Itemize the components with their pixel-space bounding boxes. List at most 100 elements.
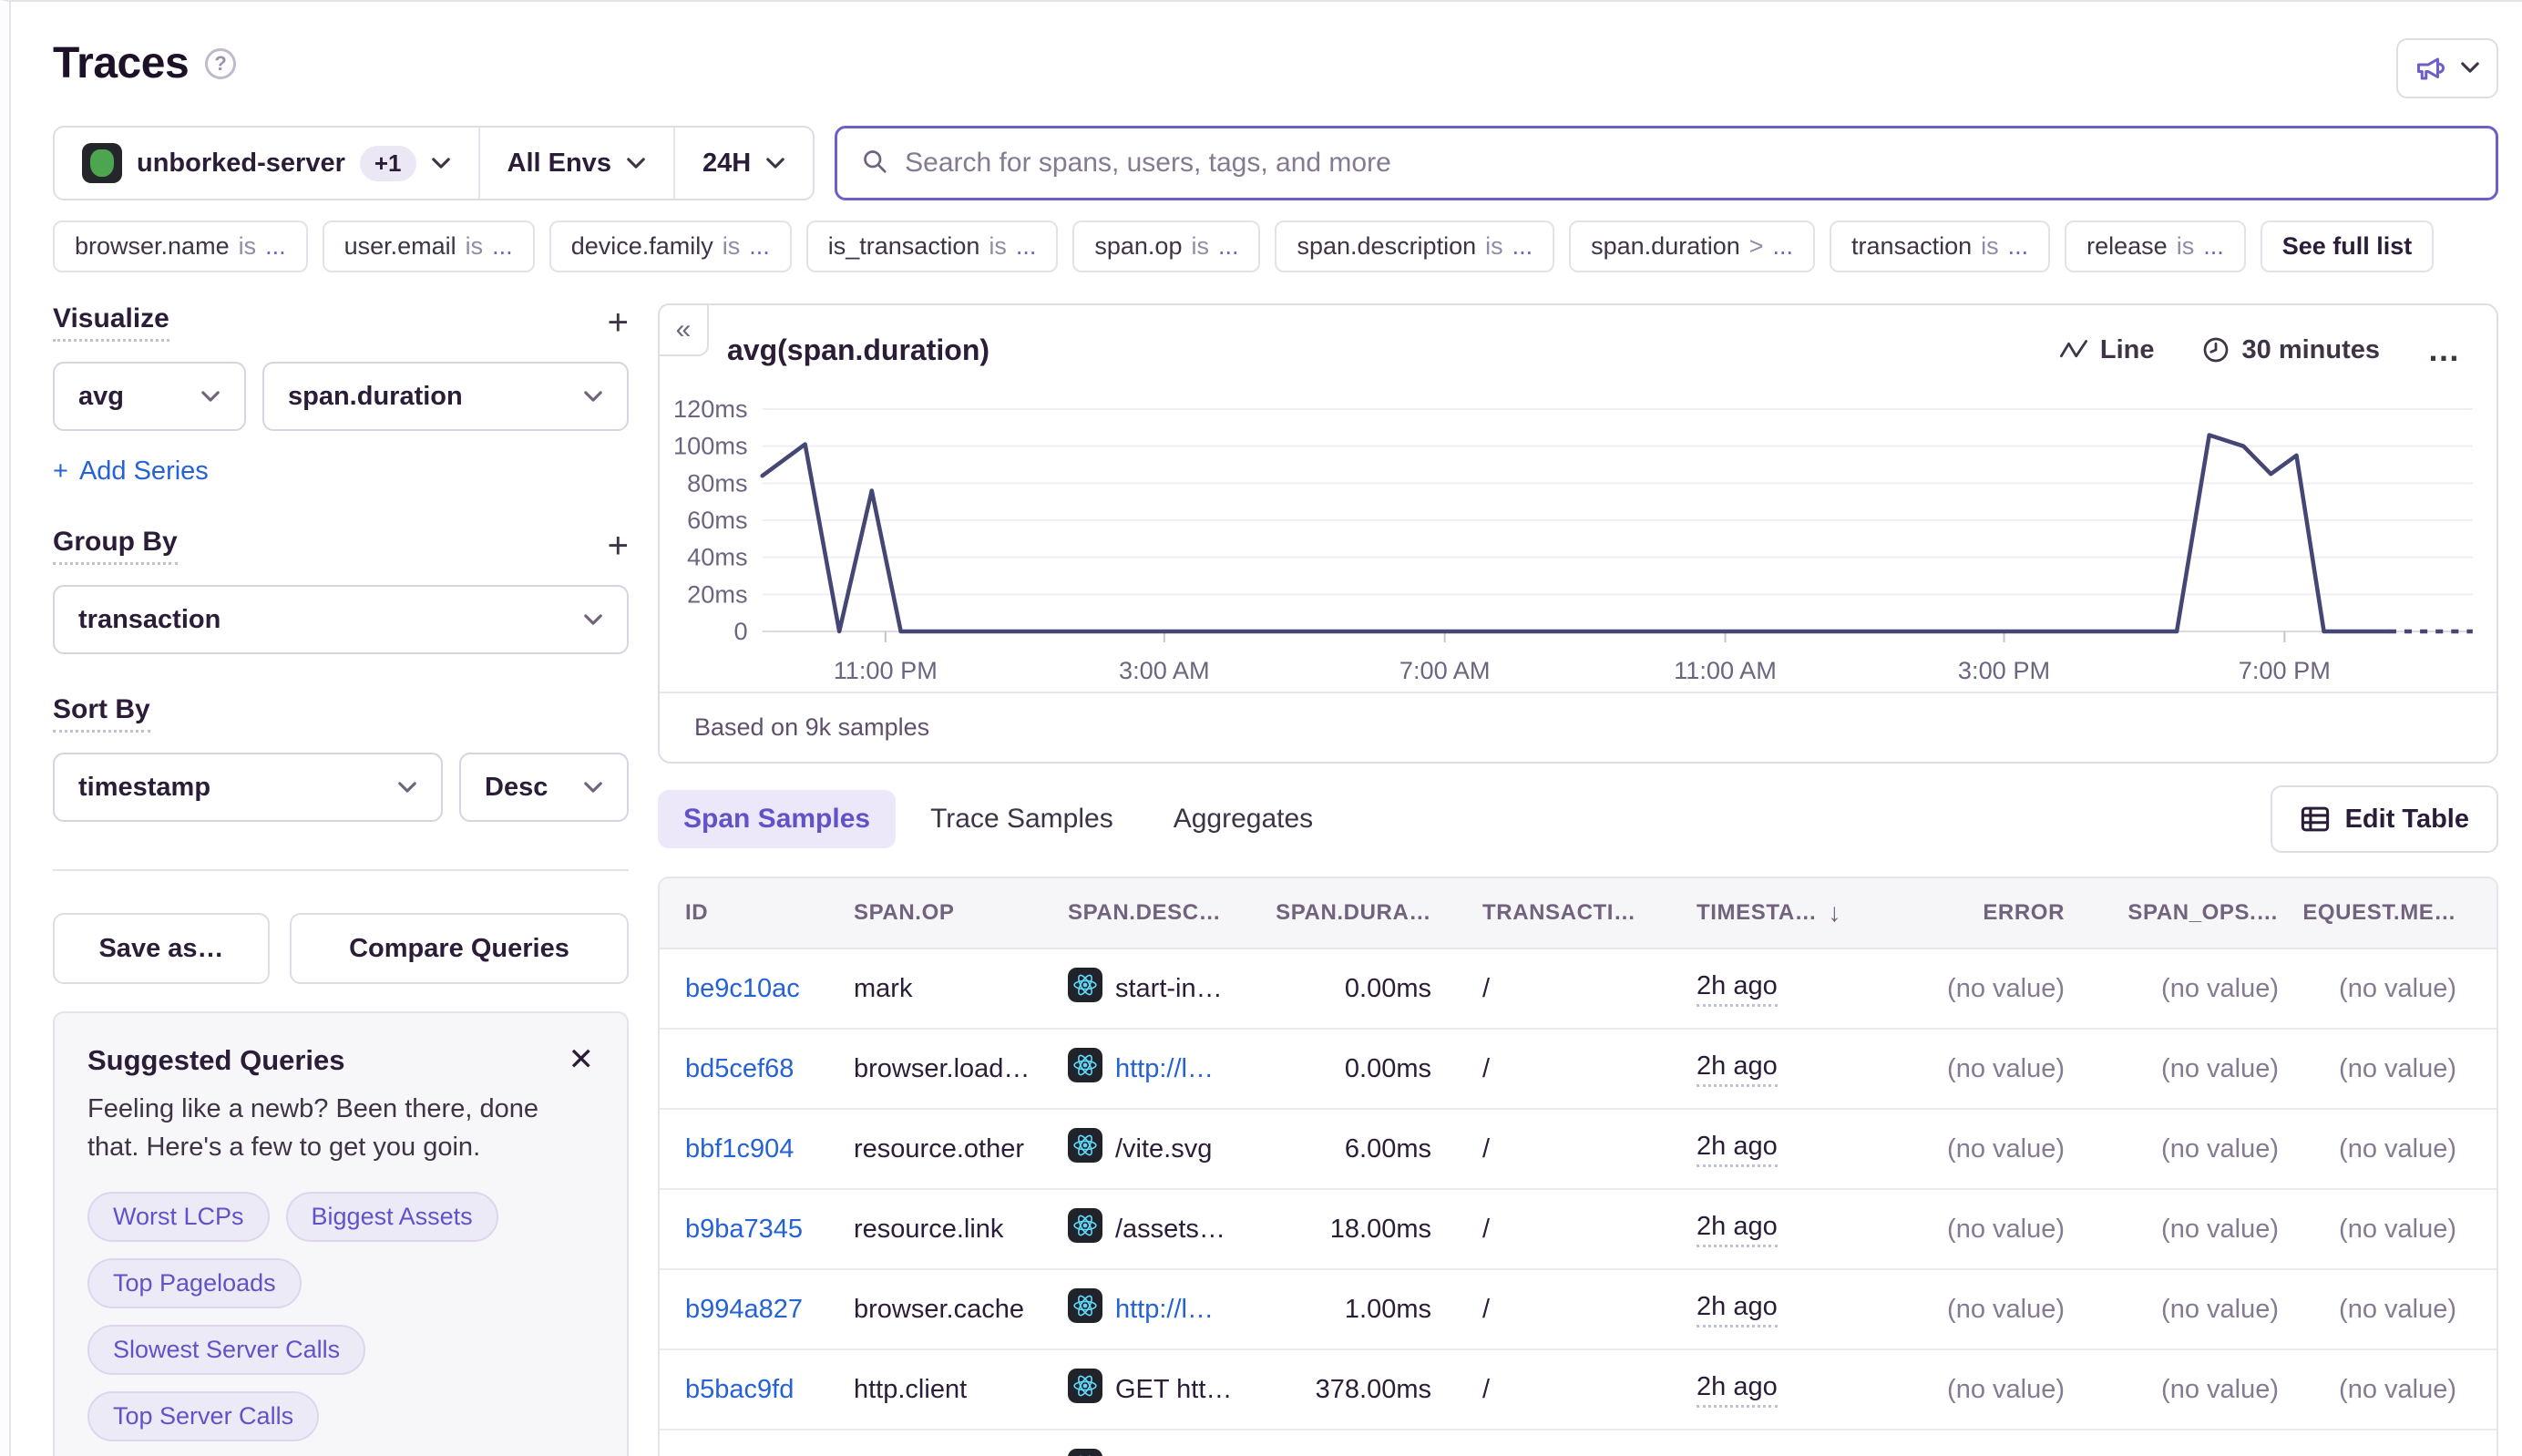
tab-trace-samples[interactable]: Trace Samples <box>905 790 1139 848</box>
timestamp-value[interactable]: 2h ago <box>1697 1452 1778 1456</box>
table-row: bd5cef68 browser.load… http://l… 0.00ms / 2h … <box>660 1030 2496 1110</box>
react-platform-icon <box>1068 968 1102 1010</box>
sort-direction-select[interactable]: Desc <box>459 753 629 822</box>
span-description-text[interactable]: http://l… <box>1115 1294 1214 1324</box>
sort-desc-icon[interactable]: ↓ <box>1828 898 1841 927</box>
span-id-link[interactable]: b41bfb26 <box>685 1455 795 1456</box>
span-id-link[interactable]: b994a827 <box>685 1294 804 1324</box>
tab-aggregates[interactable]: Aggregates <box>1148 790 1338 848</box>
chip-key: span.description <box>1297 232 1477 260</box>
chip-value: ... <box>2203 232 2224 260</box>
cell-id: bbf1c904 <box>660 1134 828 1164</box>
column-header-2[interactable]: SPAN.DESC… <box>1042 900 1261 926</box>
timestamp-value[interactable]: 2h ago <box>1697 971 1778 1007</box>
filter-chip-span.duration[interactable]: span.duration >... <box>1569 220 1816 272</box>
see-full-list-button[interactable]: See full list <box>2260 220 2435 272</box>
filter-chip-span.description[interactable]: span.description is... <box>1275 220 1555 272</box>
chip-operator: > <box>1748 232 1764 260</box>
column-header-5[interactable]: TIMESTA… ↓ <box>1671 898 1894 928</box>
environment-selector[interactable]: All Envs <box>477 128 673 199</box>
chevron-down-icon <box>584 614 602 625</box>
add-series-button[interactable]: + Add Series <box>53 456 209 486</box>
column-header-1[interactable]: SPAN.OP <box>828 900 1042 926</box>
svg-text:3:00 AM: 3:00 AM <box>1119 656 1210 684</box>
timestamp-value[interactable]: 2h ago <box>1697 1212 1778 1247</box>
span-id-link[interactable]: b9ba7345 <box>685 1214 804 1244</box>
span-id-link[interactable]: be9c10ac <box>685 973 800 1003</box>
filter-chip-is_transaction[interactable]: is_transaction is... <box>805 220 1059 272</box>
column-header-3[interactable]: SPAN.DURA… <box>1261 900 1457 926</box>
timestamp-value[interactable]: 2h ago <box>1697 1372 1778 1408</box>
filter-chip-browser.name[interactable]: browser.name is... <box>53 220 308 272</box>
cell-error: (no value) <box>1947 1294 2065 1324</box>
cell-span-description: http://l… <box>1042 1048 1261 1090</box>
span-id-link[interactable]: b5bac9fd <box>685 1374 795 1404</box>
filter-chip-device.family[interactable]: device.family is... <box>548 220 792 272</box>
add-group-by-button[interactable]: + <box>607 526 629 566</box>
close-icon[interactable]: ✕ <box>568 1042 595 1077</box>
suggested-pill[interactable]: Top Pageloads <box>87 1258 302 1309</box>
column-header-8[interactable]: REQUEST.ME… <box>2304 900 2496 926</box>
add-visualize-button[interactable]: + <box>607 302 629 343</box>
chip-operator: is <box>465 232 484 260</box>
page-title: Traces <box>53 39 190 87</box>
chart-type-button[interactable]: Line <box>2059 335 2155 365</box>
tab-span-samples[interactable]: Span Samples <box>658 790 897 848</box>
aggregate-select[interactable]: avg <box>53 362 246 431</box>
chip-operator: is <box>989 232 1007 260</box>
time-range-selector[interactable]: 24H <box>672 128 813 199</box>
project-selector[interactable]: unborked-server +1 <box>55 128 478 199</box>
feedback-button[interactable] <box>2396 38 2498 98</box>
filter-chip-user.email[interactable]: user.email is... <box>322 220 535 272</box>
suggested-query-pills: Worst LCPs Biggest Assets Top Pageloads Slo… <box>87 1192 594 1442</box>
table-row: b41bfb26 resource.ifra…https://…276.00ms/… <box>660 1430 2496 1456</box>
suggested-pill[interactable]: Biggest Assets <box>285 1192 498 1243</box>
search-bar[interactable] <box>835 126 2498 200</box>
column-header-4[interactable]: TRANSACTI… <box>1457 900 1671 926</box>
field-select[interactable]: span.duration <box>262 362 629 431</box>
collapse-sidebar-button[interactable]: « <box>658 303 709 356</box>
column-header-6[interactable]: ERROR <box>1894 900 2090 926</box>
column-header-7[interactable]: SPAN_OPS.… <box>2090 900 2304 926</box>
cell-id: bd5cef68 <box>660 1054 828 1084</box>
search-input[interactable] <box>905 148 2472 179</box>
cell-span-duration: 1.00ms <box>1344 1294 1431 1324</box>
megaphone-icon <box>2414 51 2447 87</box>
filter-chip-transaction[interactable]: transaction is... <box>1830 220 2051 272</box>
sort-field-select[interactable]: timestamp <box>53 753 443 822</box>
column-header-0[interactable]: ID <box>660 900 828 926</box>
cell-span-description: start-in… <box>1042 968 1261 1010</box>
timestamp-value[interactable]: 2h ago <box>1697 1132 1778 1167</box>
span-id-link[interactable]: bbf1c904 <box>685 1133 795 1164</box>
timestamp-value[interactable]: 2h ago <box>1697 1292 1778 1328</box>
table-icon <box>2301 806 2329 832</box>
filter-chip-span.op[interactable]: span.op is... <box>1072 220 1261 272</box>
field-value: span.duration <box>288 381 463 411</box>
suggested-pill[interactable]: Top Server Calls <box>87 1391 320 1442</box>
filter-chip-release[interactable]: release is... <box>2065 220 2246 272</box>
compare-queries-button[interactable]: Compare Queries <box>290 913 629 984</box>
cell-transaction: / <box>1482 973 1491 1003</box>
timestamp-value[interactable]: 2h ago <box>1697 1051 1778 1087</box>
svg-text:60ms: 60ms <box>687 506 747 534</box>
edit-table-button[interactable]: Edit Table <box>2270 785 2498 853</box>
visualize-label: Visualize <box>53 303 169 342</box>
chart-more-menu[interactable]: … <box>2427 331 2462 368</box>
chip-key: transaction <box>1851 232 1973 260</box>
group-by-select[interactable]: transaction <box>53 585 629 654</box>
suggested-pill[interactable]: Worst LCPs <box>87 1192 270 1243</box>
table-row: b9ba7345 resource.link/assets… 18.00ms / 2h … <box>660 1190 2496 1270</box>
span-description-text[interactable]: http://l… <box>1115 1053 1214 1083</box>
cell-id: b41bfb26 <box>660 1455 828 1456</box>
cell-span-duration: 0.00ms <box>1344 973 1431 1003</box>
svg-text:7:00 AM: 7:00 AM <box>1399 656 1491 684</box>
save-as-button[interactable]: Save as… <box>53 913 270 984</box>
help-icon[interactable]: ? <box>205 47 237 79</box>
chip-operator: is <box>1485 232 1503 260</box>
filter-bar: unborked-server +1 All Envs 24H <box>53 126 2498 200</box>
duration-chart[interactable]: 0 20ms 40ms 60ms 80ms 100ms 120ms 11:00 PM 3:00 … <box>660 374 2496 692</box>
span-id-link[interactable]: bd5cef68 <box>685 1053 795 1083</box>
svg-text:100ms: 100ms <box>673 432 748 460</box>
chart-interval-button[interactable]: 30 minutes <box>2202 335 2380 365</box>
suggested-pill[interactable]: Slowest Server Calls <box>87 1325 366 1376</box>
